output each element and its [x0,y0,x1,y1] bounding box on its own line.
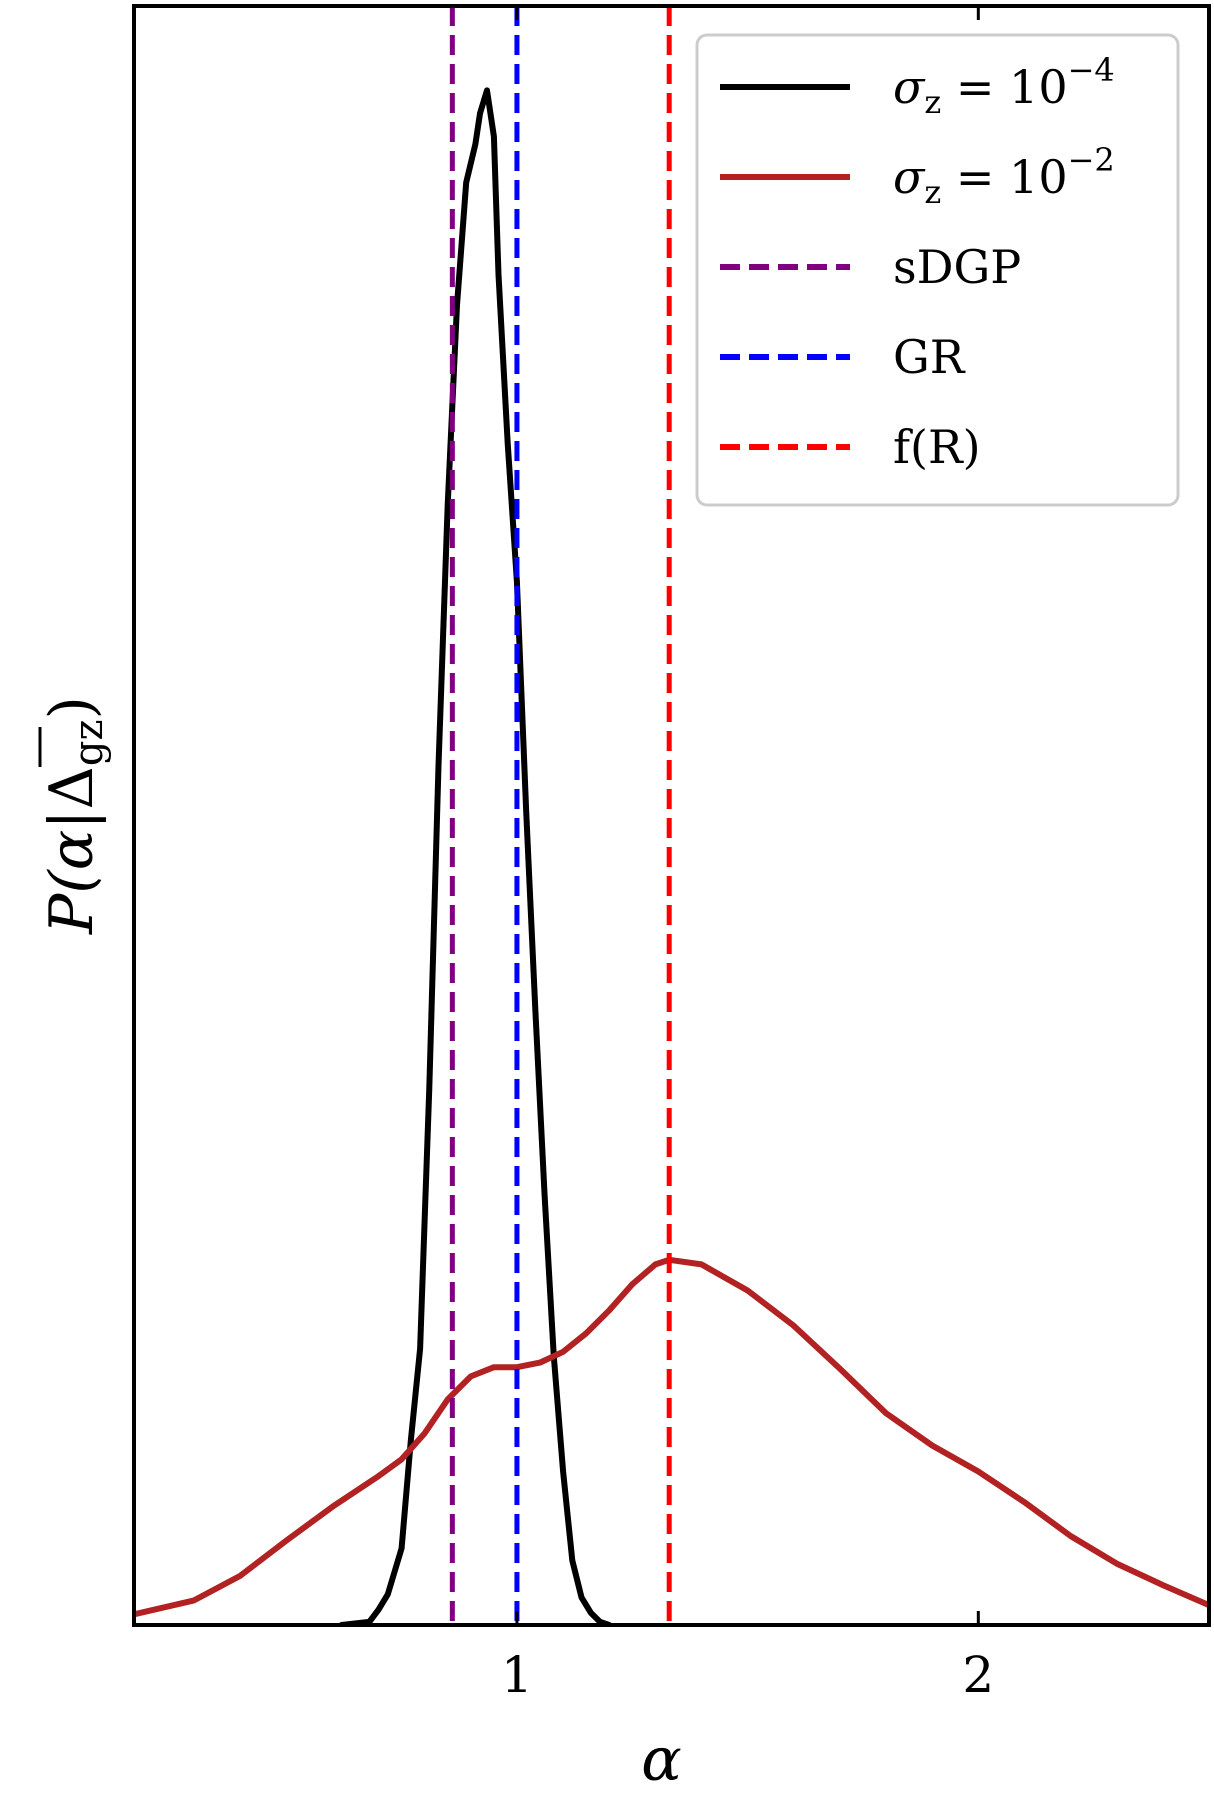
y-axis-label-text: P(α|Δgz) [37,696,112,935]
legend-label-5: f(R) [893,420,981,474]
legend-box [695,33,1180,507]
y-axis-label: P(α|Δgz) [37,696,112,935]
legend: σz = 10−4 σz = 10−2 sDGP GR f(R) [695,33,1180,507]
series-line-2 [134,1256,1209,1618]
legend-label-2: σz = 10−2 [893,141,1115,211]
x-ticks [515,6,980,1625]
plot-area [134,6,1209,1625]
legend-label-3: sDGP [893,240,1021,294]
legend-label-1: σz = 10−4 [893,51,1115,121]
series-line-1 [338,87,613,1625]
axes-frame [132,4,1211,1627]
x-tick-label: 1 [501,1646,533,1704]
legend-label-4: GR [893,330,966,384]
x-axis-label: α [641,1725,682,1795]
x-tick-label: 2 [962,1646,994,1704]
